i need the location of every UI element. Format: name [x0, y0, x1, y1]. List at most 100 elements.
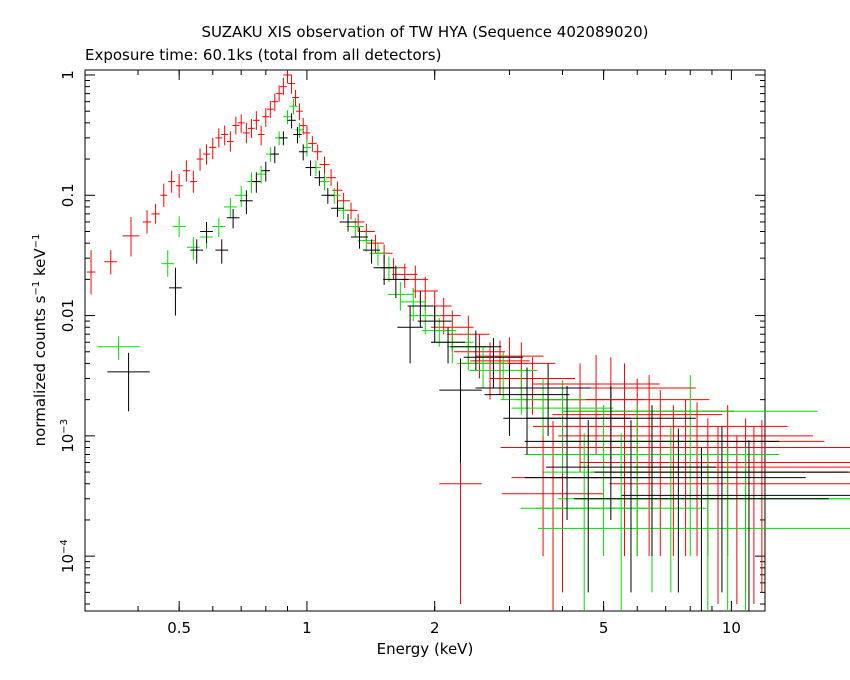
data-point [97, 336, 140, 360]
data-point [292, 90, 299, 107]
data-point [86, 250, 96, 295]
series-2 [107, 113, 850, 611]
data-point [490, 357, 575, 415]
data-point [299, 117, 307, 135]
data-point [539, 405, 668, 557]
data-point [182, 160, 190, 182]
data-point [524, 420, 652, 593]
data-point [215, 128, 223, 148]
data-point [536, 433, 707, 611]
data-point [196, 148, 204, 171]
data-point [325, 169, 337, 186]
data-point [287, 113, 296, 129]
data-point [387, 282, 414, 311]
data-point [122, 216, 140, 257]
data-point [551, 428, 806, 593]
data-point [431, 327, 466, 364]
data-point [308, 136, 317, 152]
data-point [590, 426, 846, 605]
data-point [223, 197, 237, 218]
data-point [417, 306, 452, 343]
data-point [302, 139, 312, 157]
y-axis-label-main: normalized counts s [31, 295, 49, 446]
data-point [618, 418, 850, 593]
data-point [511, 380, 614, 473]
data-point [314, 170, 325, 186]
data-point [160, 183, 168, 207]
data-point [262, 108, 270, 127]
data-point [484, 367, 570, 455]
data-point [344, 202, 358, 220]
data-point [203, 144, 210, 165]
data-point [319, 174, 330, 191]
data-point [407, 291, 434, 328]
data-point [212, 217, 226, 237]
x-tick-label: 10 [722, 619, 741, 637]
data-point [293, 126, 302, 144]
data-point [431, 327, 474, 364]
data-point [257, 125, 265, 146]
data-point [288, 74, 295, 94]
y-tick-label: 0.01 [59, 299, 77, 332]
data-point [221, 125, 229, 146]
data-point [609, 435, 850, 605]
y-tick-label: 1 [59, 70, 77, 80]
data-point [505, 363, 591, 436]
data-point [237, 114, 245, 133]
data-point [289, 99, 298, 115]
data-series [86, 70, 850, 611]
data-point [380, 258, 407, 280]
data-point [321, 187, 335, 204]
data-point [469, 351, 538, 400]
data-point [346, 217, 364, 237]
data-point [470, 340, 530, 395]
data-point [351, 227, 368, 249]
data-point [209, 137, 217, 160]
data-point [186, 236, 200, 260]
data-point [295, 122, 304, 138]
data-point [298, 144, 308, 161]
data-point [520, 433, 648, 611]
x-tick-label: 0.5 [167, 619, 191, 637]
x-tick-label: 1 [302, 619, 312, 637]
data-point [574, 447, 829, 611]
data-point [426, 297, 461, 335]
y-axis-label-sup2: −1 [31, 234, 42, 249]
data-point [200, 221, 213, 244]
data-point [539, 363, 710, 557]
data-point [303, 125, 311, 142]
data-point [270, 146, 280, 164]
data-point [410, 301, 441, 335]
minor-ticks [84, 70, 765, 611]
y-tick-label: 0.1 [59, 183, 77, 207]
data-point [546, 420, 716, 593]
data-point [562, 375, 818, 557]
data-point [331, 200, 344, 217]
data-point [600, 405, 850, 557]
data-point [397, 306, 423, 364]
data-point [168, 170, 176, 193]
data-point [261, 161, 271, 182]
data-point [503, 385, 631, 520]
y-tick-label: 10−3 [59, 419, 77, 453]
data-point [305, 160, 316, 176]
data-point [107, 352, 150, 412]
data-point [337, 202, 350, 220]
data-point [439, 358, 482, 463]
y-tick-label: 10−4 [59, 539, 77, 573]
data-point [172, 216, 186, 237]
data-point [189, 170, 197, 193]
data-point [363, 239, 381, 264]
y-axis-ticks: 1 0.1 0.01 10−3 10−4 [59, 70, 765, 573]
data-point [373, 254, 395, 285]
chart-title: SUZAKU XIS observation of TW HYA (Sequen… [201, 23, 648, 41]
x-axis-label: Energy (keV) [377, 640, 474, 658]
data-point [564, 375, 735, 557]
data-point [175, 174, 183, 198]
data-point [339, 213, 357, 232]
data-point [594, 426, 850, 593]
data-point [460, 342, 520, 400]
data-point [296, 103, 303, 121]
data-point [457, 346, 509, 388]
